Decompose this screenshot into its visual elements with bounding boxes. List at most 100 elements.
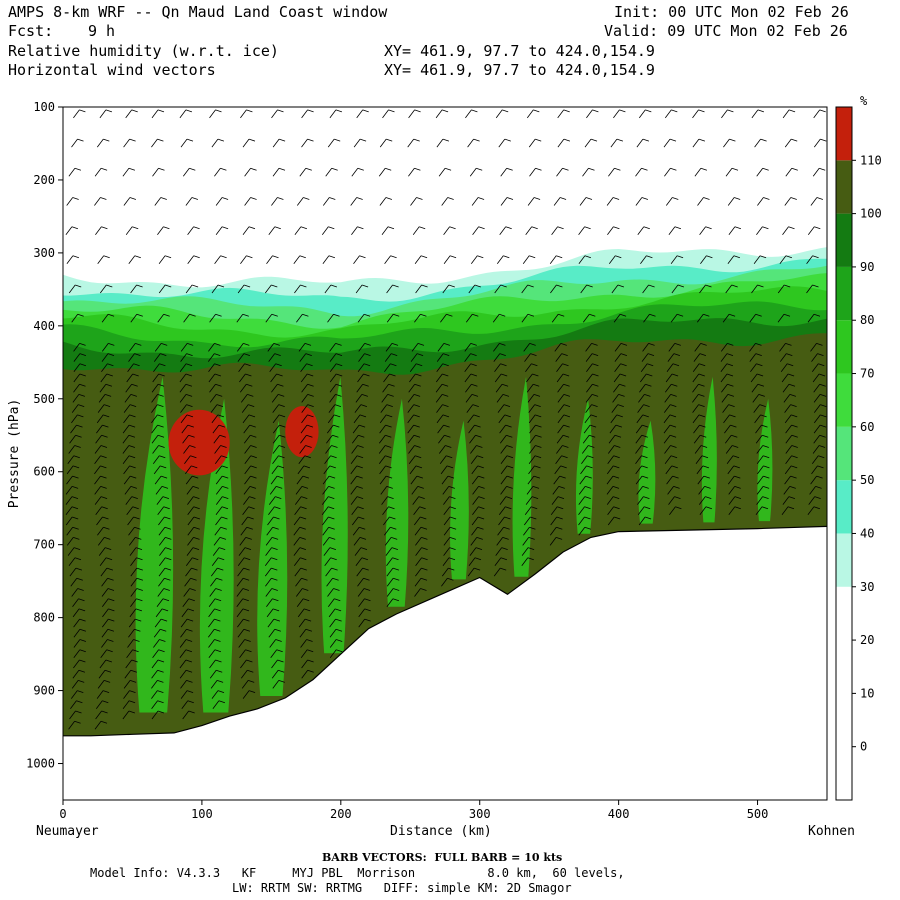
wind-barb: [301, 138, 314, 148]
wind-barb: [300, 363, 313, 373]
wind-barb: [68, 445, 81, 454]
wind-barb: [582, 313, 596, 323]
wind-barb: [526, 373, 539, 383]
wind-barb: [529, 434, 542, 444]
wind-barb: [130, 313, 143, 323]
wind-barb: [383, 516, 396, 526]
wind-barb: [437, 343, 451, 352]
wind-barb: [243, 434, 257, 444]
wind-barb: [578, 486, 592, 495]
wind-barb: [472, 486, 485, 495]
wind-barb: [293, 516, 307, 526]
wind-barb: [499, 496, 513, 505]
wind-barb: [300, 639, 313, 648]
wind-barb: [813, 138, 827, 148]
wind-barb: [436, 363, 449, 373]
wind-barb: [151, 669, 164, 679]
wind-barb: [408, 167, 421, 177]
wind-barb: [356, 383, 369, 393]
wind-barb: [496, 394, 510, 403]
wind-barb: [244, 475, 257, 485]
wind-barb: [756, 455, 770, 464]
wind-barb: [73, 373, 86, 383]
wind-barb: [208, 373, 222, 383]
wind-barb: [240, 109, 253, 119]
wind-barb: [208, 608, 221, 618]
wind-barb: [785, 445, 798, 454]
wind-barb: [179, 659, 193, 669]
y-axis-label: Pressure (hPa): [7, 399, 22, 509]
wind-barb: [66, 475, 79, 485]
wind-barb: [557, 404, 571, 413]
wind-barb: [71, 138, 84, 148]
wind-barb: [327, 598, 341, 607]
wind-barb: [301, 383, 314, 393]
wind-barb: [635, 197, 649, 206]
wind-barb: [699, 284, 712, 294]
wind-barb: [607, 455, 620, 464]
wind-barb: [606, 197, 620, 206]
wind-barb: [379, 138, 393, 148]
wind-barb: [130, 577, 144, 587]
wind-barb: [94, 475, 107, 485]
colorbar-swatch: [836, 586, 852, 641]
wind-barb: [643, 313, 656, 323]
wind-barb: [785, 167, 798, 177]
wind-barb: [664, 445, 677, 454]
wind-barb: [497, 404, 511, 413]
wind-barb: [294, 284, 307, 294]
wind-barb: [667, 486, 680, 495]
colorbar-frame: [835, 106, 853, 801]
wind-barb: [209, 659, 222, 669]
wind-barb: [639, 373, 653, 383]
wind-barb: [322, 475, 336, 485]
wind-barb: [207, 353, 221, 362]
wind-barb: [435, 373, 449, 383]
wind-barb: [125, 659, 138, 669]
wind-barb: [782, 226, 795, 235]
wind-barb: [379, 475, 393, 485]
wind-barb: [238, 547, 252, 556]
wind-barb: [296, 313, 309, 323]
wind-barb: [528, 404, 541, 413]
wind-barb: [438, 167, 452, 177]
wind-barb: [101, 628, 115, 638]
wind-barb: [698, 486, 711, 495]
wind-barb: [272, 424, 286, 434]
wind-barb: [269, 486, 283, 495]
wind-barb: [441, 475, 455, 485]
wind-barb: [244, 455, 257, 464]
wind-barb: [606, 475, 620, 485]
wind-barb: [242, 690, 256, 699]
wind-barb: [526, 383, 540, 393]
wind-barb: [329, 383, 343, 393]
colorbar-swatch: [836, 373, 852, 427]
wind-barb: [73, 363, 87, 373]
wind-barb: [128, 255, 141, 265]
wind-barb: [153, 639, 166, 648]
wind-barb: [95, 226, 108, 235]
y-tick-label: 800: [33, 611, 55, 625]
wind-barb: [268, 353, 281, 362]
wind-barb: [72, 598, 85, 607]
wind-barb: [435, 109, 449, 119]
wind-barb: [354, 404, 368, 413]
wind-barb: [471, 526, 484, 536]
wind-barb: [153, 353, 167, 362]
wind-barb: [268, 226, 281, 235]
wind-barb: [294, 226, 308, 235]
wind-barb: [664, 394, 677, 403]
wind-barb: [180, 404, 193, 413]
wind-barb: [585, 343, 598, 352]
wind-barb: [185, 557, 199, 567]
wind-barb: [129, 547, 143, 556]
wind-barb: [236, 598, 249, 607]
wind-barb: [755, 506, 769, 516]
wind-barb: [663, 414, 677, 424]
wind-barb: [301, 669, 314, 679]
wind-barb: [127, 516, 140, 526]
wind-barb: [236, 588, 250, 597]
wind-barb: [237, 284, 251, 294]
wind-barb: [494, 557, 508, 567]
wind-barb: [183, 313, 196, 323]
